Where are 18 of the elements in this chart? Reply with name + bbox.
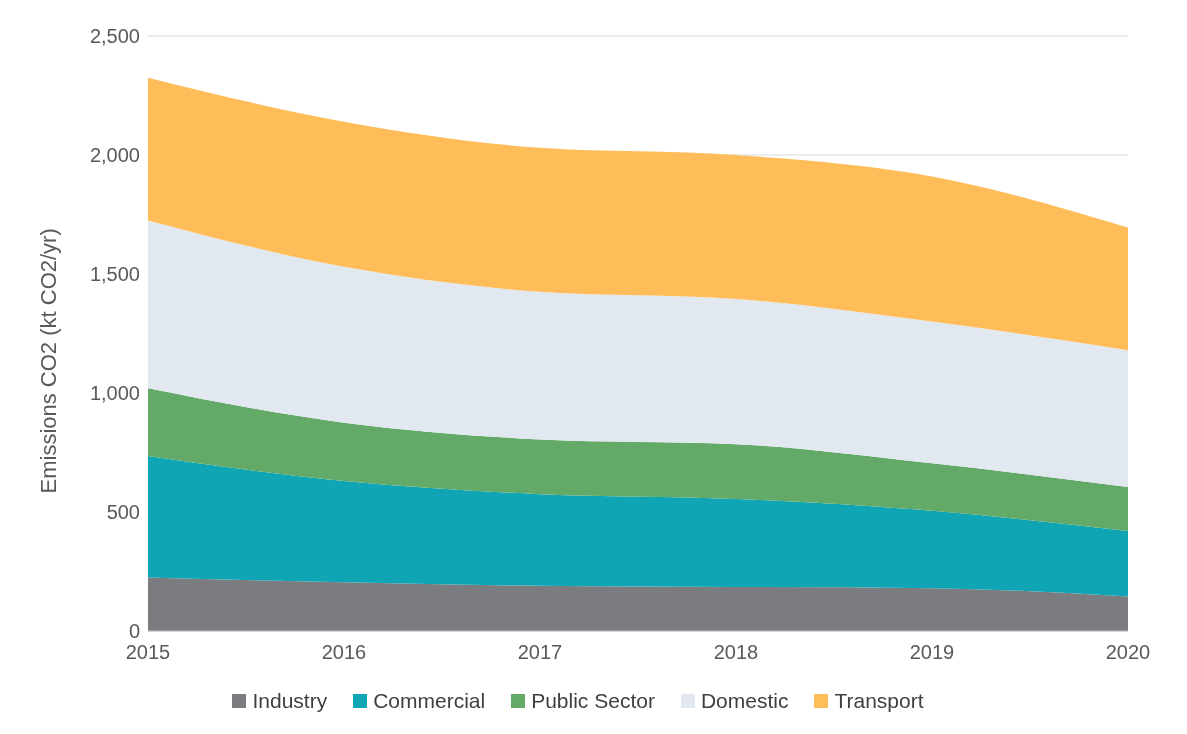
- legend-label: Domestic: [700, 689, 789, 713]
- legend-label: Commercial: [373, 689, 486, 713]
- legend-label: Public Sector: [531, 689, 655, 713]
- y-tick-label: 500: [106, 501, 140, 524]
- y-tick-label: 1,500: [89, 263, 140, 286]
- x-tick-label: 2016: [321, 641, 367, 664]
- y-tick-label: 2,000: [89, 144, 140, 167]
- x-tick-label: 2018: [713, 641, 759, 664]
- y-tick-label: 0: [128, 620, 140, 643]
- x-tick-label: 2019: [909, 641, 955, 664]
- y-tick-label: 1,000: [89, 382, 140, 405]
- x-tick-label: 2017: [517, 641, 563, 664]
- y-axis-title: Emissions CO2 (kt CO2/yr): [35, 228, 61, 494]
- legend-label: Transport: [834, 689, 924, 713]
- x-tick-label: 2020: [1105, 641, 1151, 664]
- legend-label: Industry: [252, 689, 328, 713]
- x-tick-label: 2015: [125, 641, 171, 664]
- y-tick-label: 2,500: [89, 25, 140, 48]
